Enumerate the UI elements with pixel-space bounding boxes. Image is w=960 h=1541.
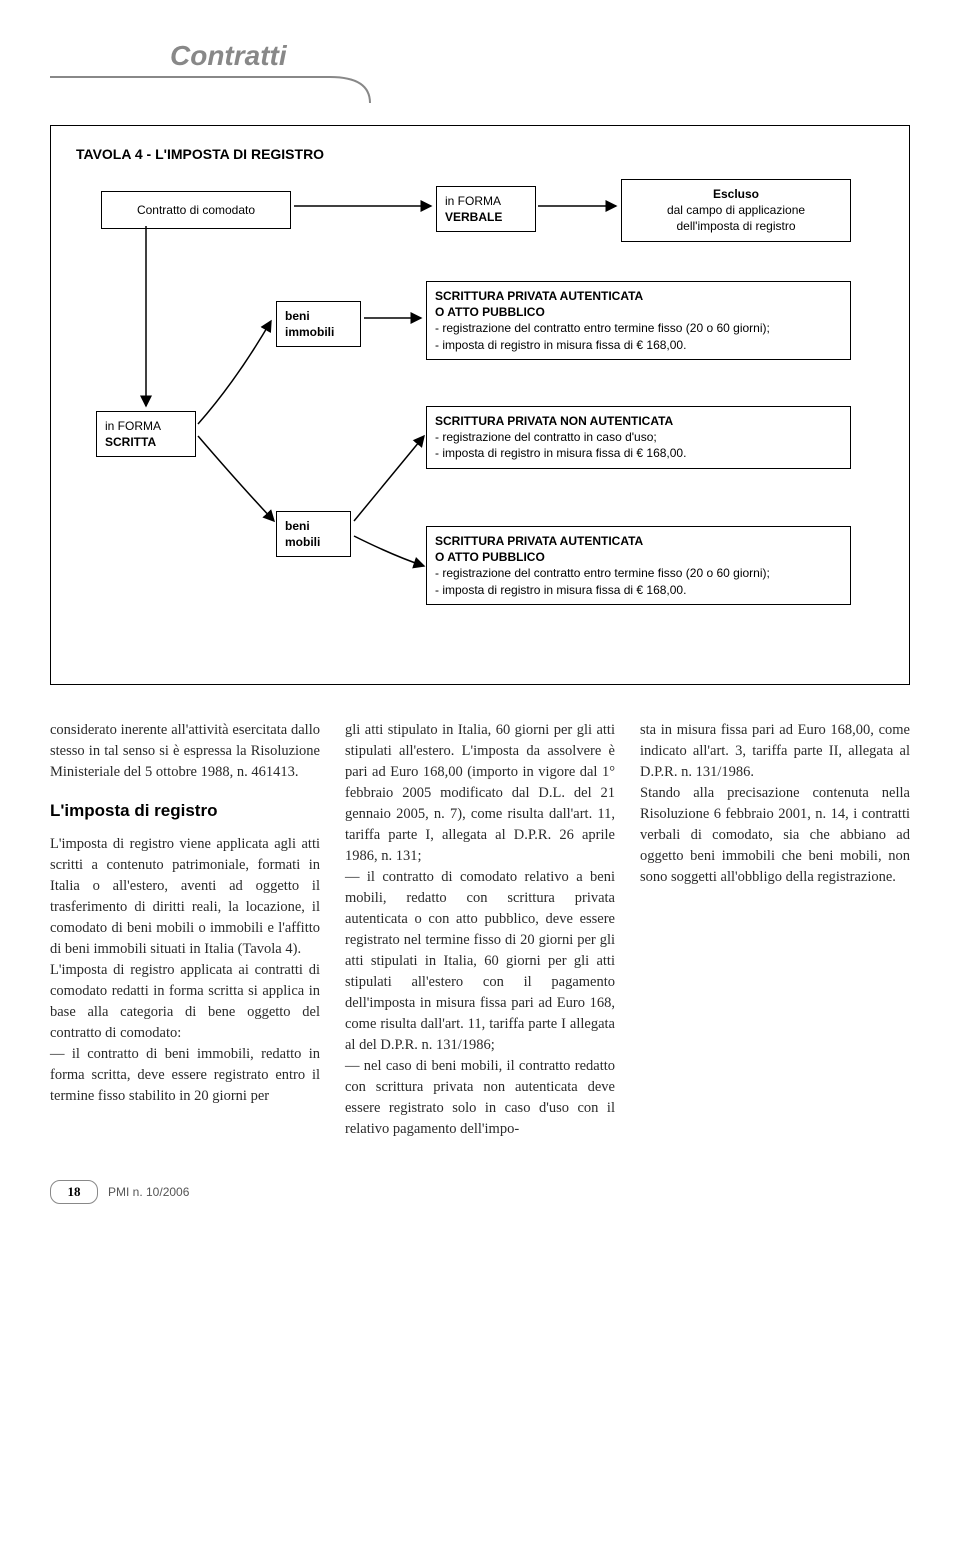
paragraph: gli atti stipulato in Italia, 60 giorni … (345, 720, 615, 867)
paragraph: Stando alla precisazione contenuta nella… (640, 783, 910, 888)
section-title: L'imposta di registro (50, 799, 320, 824)
paragraph: L'imposta di registro viene applicata ag… (50, 834, 320, 960)
diagram-arrows (76, 176, 886, 666)
paragraph: — il contratto di beni immobili, redatto… (50, 1044, 320, 1107)
header-curve (50, 75, 400, 105)
page-header: Contratti (50, 30, 910, 100)
page-footer: 18 PMI n. 10/2006 (50, 1180, 910, 1204)
diagram-tavola-4: TAVOLA 4 - L'IMPOSTA DI REGISTRO Contrat… (50, 125, 910, 685)
footer-label: PMI n. 10/2006 (108, 1185, 189, 1199)
column-3: sta in misura fissa pari ad Euro 168,00,… (640, 720, 910, 1140)
diagram-title: TAVOLA 4 - L'IMPOSTA DI REGISTRO (76, 146, 884, 162)
paragraph: sta in misura fissa pari ad Euro 168,00,… (640, 720, 910, 783)
page-number: 18 (50, 1180, 98, 1204)
paragraph: — nel caso di beni mobili, il contratto … (345, 1056, 615, 1140)
paragraph: — il contratto di comodato relativo a be… (345, 867, 615, 1056)
paragraph: considerato inerente all'attività eserci… (50, 720, 320, 783)
page-title: Contratti (170, 30, 910, 72)
body-columns: considerato inerente all'attività eserci… (50, 720, 910, 1140)
column-1: considerato inerente all'attività eserci… (50, 720, 320, 1140)
column-2: gli atti stipulato in Italia, 60 giorni … (345, 720, 615, 1140)
paragraph: L'imposta di registro applicata ai contr… (50, 960, 320, 1044)
